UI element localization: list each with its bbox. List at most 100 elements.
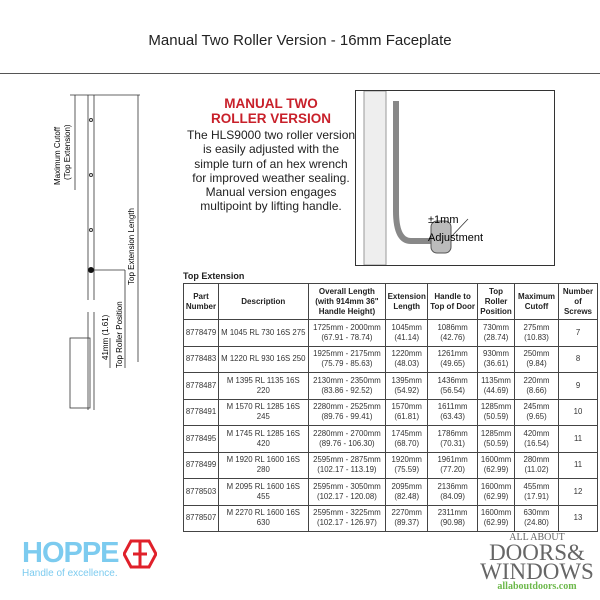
- cell-text: 10: [573, 407, 583, 417]
- cell-text: (77.20): [440, 465, 465, 475]
- table-cell: 2311mm (90.98): [427, 504, 479, 532]
- cell-text: M 2095 RL 1600 16S 455: [226, 481, 300, 501]
- cell-text: 1961mm: [437, 455, 468, 465]
- table-cell: M 1745 RL 1285 16S 420: [217, 425, 309, 453]
- table-cell: 1135mm (44.69): [477, 372, 516, 400]
- cell-text: (82.48): [394, 491, 420, 501]
- column-header: Top Roller Position: [477, 283, 516, 320]
- spec-table: Part Number Description Overall Length (wi…: [183, 283, 599, 532]
- table-row: 8778507 M 2270 RL 1600 16S 630 2595mm - 32…: [183, 504, 599, 532]
- cell-text: (102.17 - 113.19): [317, 465, 377, 475]
- table-cell: 1045mm (41.14): [385, 319, 429, 347]
- cell-text: M 1920 RL 1600 16S 280: [226, 455, 300, 475]
- cell-text: 2311mm: [437, 508, 468, 518]
- cell-text: 8778503: [185, 486, 217, 496]
- cell-text: 9: [575, 380, 581, 390]
- roller-pos-label: Top Roller Position: [115, 301, 124, 368]
- lock-diagram: Maximum Cutoff (Top Extension) Top Exten…: [53, 94, 140, 410]
- cell-text: (56.54): [440, 385, 465, 395]
- table-cell: 1961mm (77.20): [427, 451, 479, 479]
- table-row: 8778499 M 1920 RL 1600 16S 280 2595mm - 28…: [183, 451, 599, 479]
- cell-text: (42.76): [440, 332, 465, 342]
- table-cell: 730mm (28.74): [477, 319, 516, 347]
- table-cell: 8778507: [183, 504, 219, 532]
- cell-text: (75.59): [394, 465, 420, 475]
- cell-text: 8778487: [185, 380, 217, 390]
- cell-text: 11: [573, 460, 583, 470]
- hoppe-tagline: Handle of excellence.: [22, 568, 118, 579]
- cell-text: 630mm: [523, 508, 550, 518]
- cell-text: 2280mm - 2700mm: [313, 428, 381, 438]
- cell-text: 930mm: [483, 349, 510, 359]
- allaboutdoors-logo: ALL ABOUT DOORS& WINDOWS allaboutdoors.c…: [478, 533, 596, 593]
- table-cell: 1600mm (62.99): [477, 451, 516, 479]
- table-cell: 220mm (8.66): [514, 372, 559, 400]
- cell-text: 1395mm: [391, 375, 422, 385]
- cell-text: (102.17 - 120.08): [317, 491, 377, 501]
- table-cell: 1925mm - 2175mm (75.79 - 85.63): [307, 345, 387, 373]
- cell-text: M 1045 RL 730 16S 275: [221, 327, 306, 337]
- cell-text: M 1745 RL 1285 16S 420: [226, 428, 300, 448]
- cell-text: (54.92): [394, 385, 420, 395]
- cell-text: 8778491: [185, 407, 217, 417]
- adjustment-tolerance: ±1mm: [428, 214, 458, 226]
- cell-text: (50.59): [483, 438, 509, 448]
- cell-text: 1725mm - 2000mm: [313, 322, 381, 332]
- column-header: Overall Length (with 914mm 36" Handle He…: [307, 283, 387, 320]
- table-cell: 8778479: [183, 319, 219, 347]
- table-cell: 250mm (9.84): [514, 345, 559, 373]
- cell-text: (28.74): [483, 332, 509, 342]
- cell-text: 12: [573, 486, 583, 496]
- table-cell: 2136mm (84.09): [427, 478, 479, 506]
- dim-41-label: 41mm (1.61): [101, 314, 110, 360]
- cell-text: 8778507: [185, 513, 217, 523]
- cell-text: 220mm: [523, 375, 550, 385]
- table-title: Top Extension: [183, 271, 245, 281]
- cell-text: 420mm: [523, 428, 550, 438]
- cell-text: 2595mm - 3225mm: [313, 508, 381, 518]
- cell-text: M 2270 RL 1600 16S 630: [226, 508, 300, 528]
- table-cell: 1600mm (62.99): [477, 478, 516, 506]
- cell-text: 8778495: [185, 433, 217, 443]
- cell-text: (67.91 - 78.74): [321, 332, 373, 342]
- cell-text: 2095mm: [391, 481, 422, 491]
- table-cell: M 2095 RL 1600 16S 455: [217, 478, 309, 506]
- cell-text: 1925mm - 2175mm: [313, 349, 381, 359]
- table-row: 8778503 M 2095 RL 1600 16S 455 2595mm - 30…: [183, 478, 599, 506]
- cell-text: (36.61): [483, 359, 509, 369]
- table-cell: 8778503: [183, 478, 219, 506]
- cell-text: 1570mm: [391, 402, 422, 412]
- cell-text: M 1220 RL 930 16S 250: [221, 354, 306, 364]
- cell-text: 1135mm: [481, 375, 511, 385]
- cell-text: 1285mm: [480, 428, 512, 438]
- table-cell: 1786mm (70.31): [427, 425, 479, 453]
- table-cell: 1600mm (62.99): [477, 504, 516, 532]
- cell-text: 2136mm: [437, 481, 468, 491]
- cell-text: (8.66): [526, 385, 547, 395]
- table-cell: 8778487: [183, 372, 219, 400]
- table-cell: 1570mm (61.81): [385, 398, 429, 426]
- cell-text: (68.70): [394, 438, 420, 448]
- cell-text: 2595mm - 3050mm: [313, 481, 381, 491]
- table-cell: M 1220 RL 930 16S 250: [217, 345, 309, 373]
- product-photo: ±1mm Adjustment: [355, 90, 555, 266]
- table-cell: M 1395 RL 1135 16S 220: [217, 372, 309, 400]
- table-cell: M 1570 RL 1285 16S 245: [217, 398, 309, 426]
- table-cell: 1611mm (63.43): [427, 398, 479, 426]
- cell-text: 730mm: [483, 322, 510, 332]
- table-cell: 7: [557, 319, 599, 347]
- cell-text: 1600mm: [480, 508, 512, 518]
- cell-text: 1920mm: [391, 455, 422, 465]
- table-cell: 1436mm (56.54): [427, 372, 479, 400]
- cell-text: (11.02): [524, 465, 549, 475]
- cell-text: 1600mm: [480, 455, 512, 465]
- cell-text: 8778483: [185, 354, 217, 364]
- cell-text: 7: [575, 327, 581, 337]
- table-cell: 10: [557, 398, 599, 426]
- table-cell: 2280mm - 2700mm (89.76 - 106.30): [307, 425, 387, 453]
- table-cell: 13: [557, 504, 599, 532]
- page-title: Manual Two Roller Version - 16mm Facepla…: [148, 32, 452, 49]
- hoppe-wordmark: HOPPE: [22, 537, 120, 569]
- column-header: Handle to Top of Door: [427, 283, 479, 320]
- cell-text: (62.99): [483, 491, 509, 501]
